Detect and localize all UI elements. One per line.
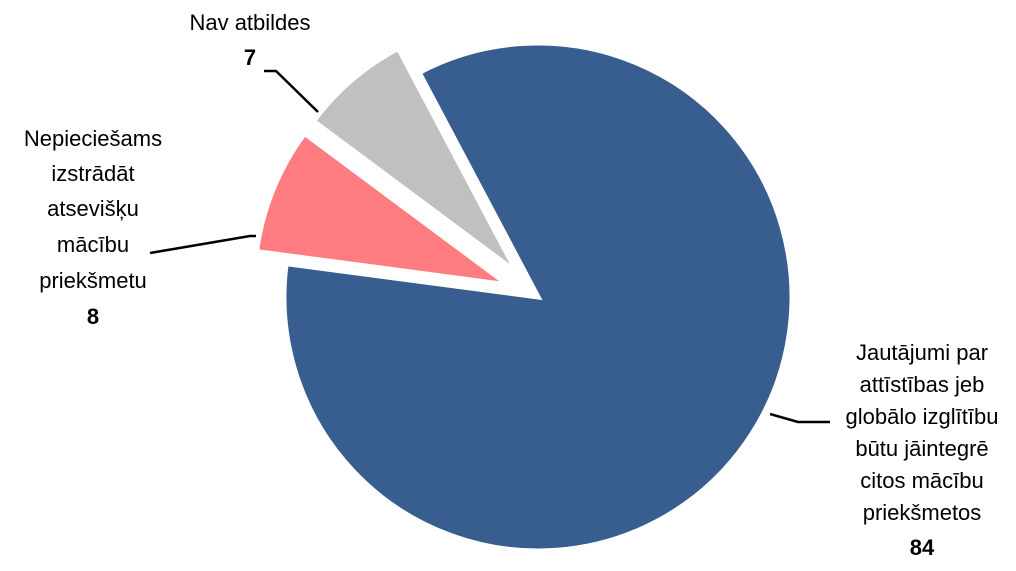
slice-value: 84 (910, 535, 935, 560)
label-line: mācību (57, 232, 129, 257)
label-line: citos mācību (860, 468, 984, 493)
leader-line-no-answer (264, 69, 319, 113)
slice-no-answer (309, 44, 520, 275)
label-line: izstrādāt (51, 161, 134, 186)
label-line: priekšmetu (39, 268, 147, 293)
label-line: Nav atbildes (189, 10, 310, 35)
leader-line-separate-subject (149, 234, 256, 255)
label-line: būtu jāintegrē (855, 436, 988, 461)
pie-slices (253, 40, 795, 554)
slice-integrate (281, 40, 795, 554)
label-line: priekšmetos (863, 500, 982, 525)
leader-lines (149, 69, 830, 424)
leader-line-integrate (769, 412, 830, 424)
label-line: Nepieciešams (24, 126, 162, 151)
label-line: atsevišķu (47, 196, 139, 221)
label-line: attīstības jeb (860, 372, 985, 397)
slice-separate-subject (253, 129, 518, 289)
label-line: globālo izglītību (846, 404, 999, 429)
slice-label-integrate: Jautājumi par attīstības jeb globālo izg… (846, 340, 999, 560)
slice-value: 7 (244, 45, 256, 70)
label-line: Jautājumi par (856, 340, 988, 365)
slice-label-no-answer: Nav atbildes 7 (189, 10, 310, 70)
slice-value: 8 (87, 304, 99, 329)
slice-label-separate-subject: Nepieciešams izstrādāt atsevišķu mācību … (24, 126, 162, 329)
